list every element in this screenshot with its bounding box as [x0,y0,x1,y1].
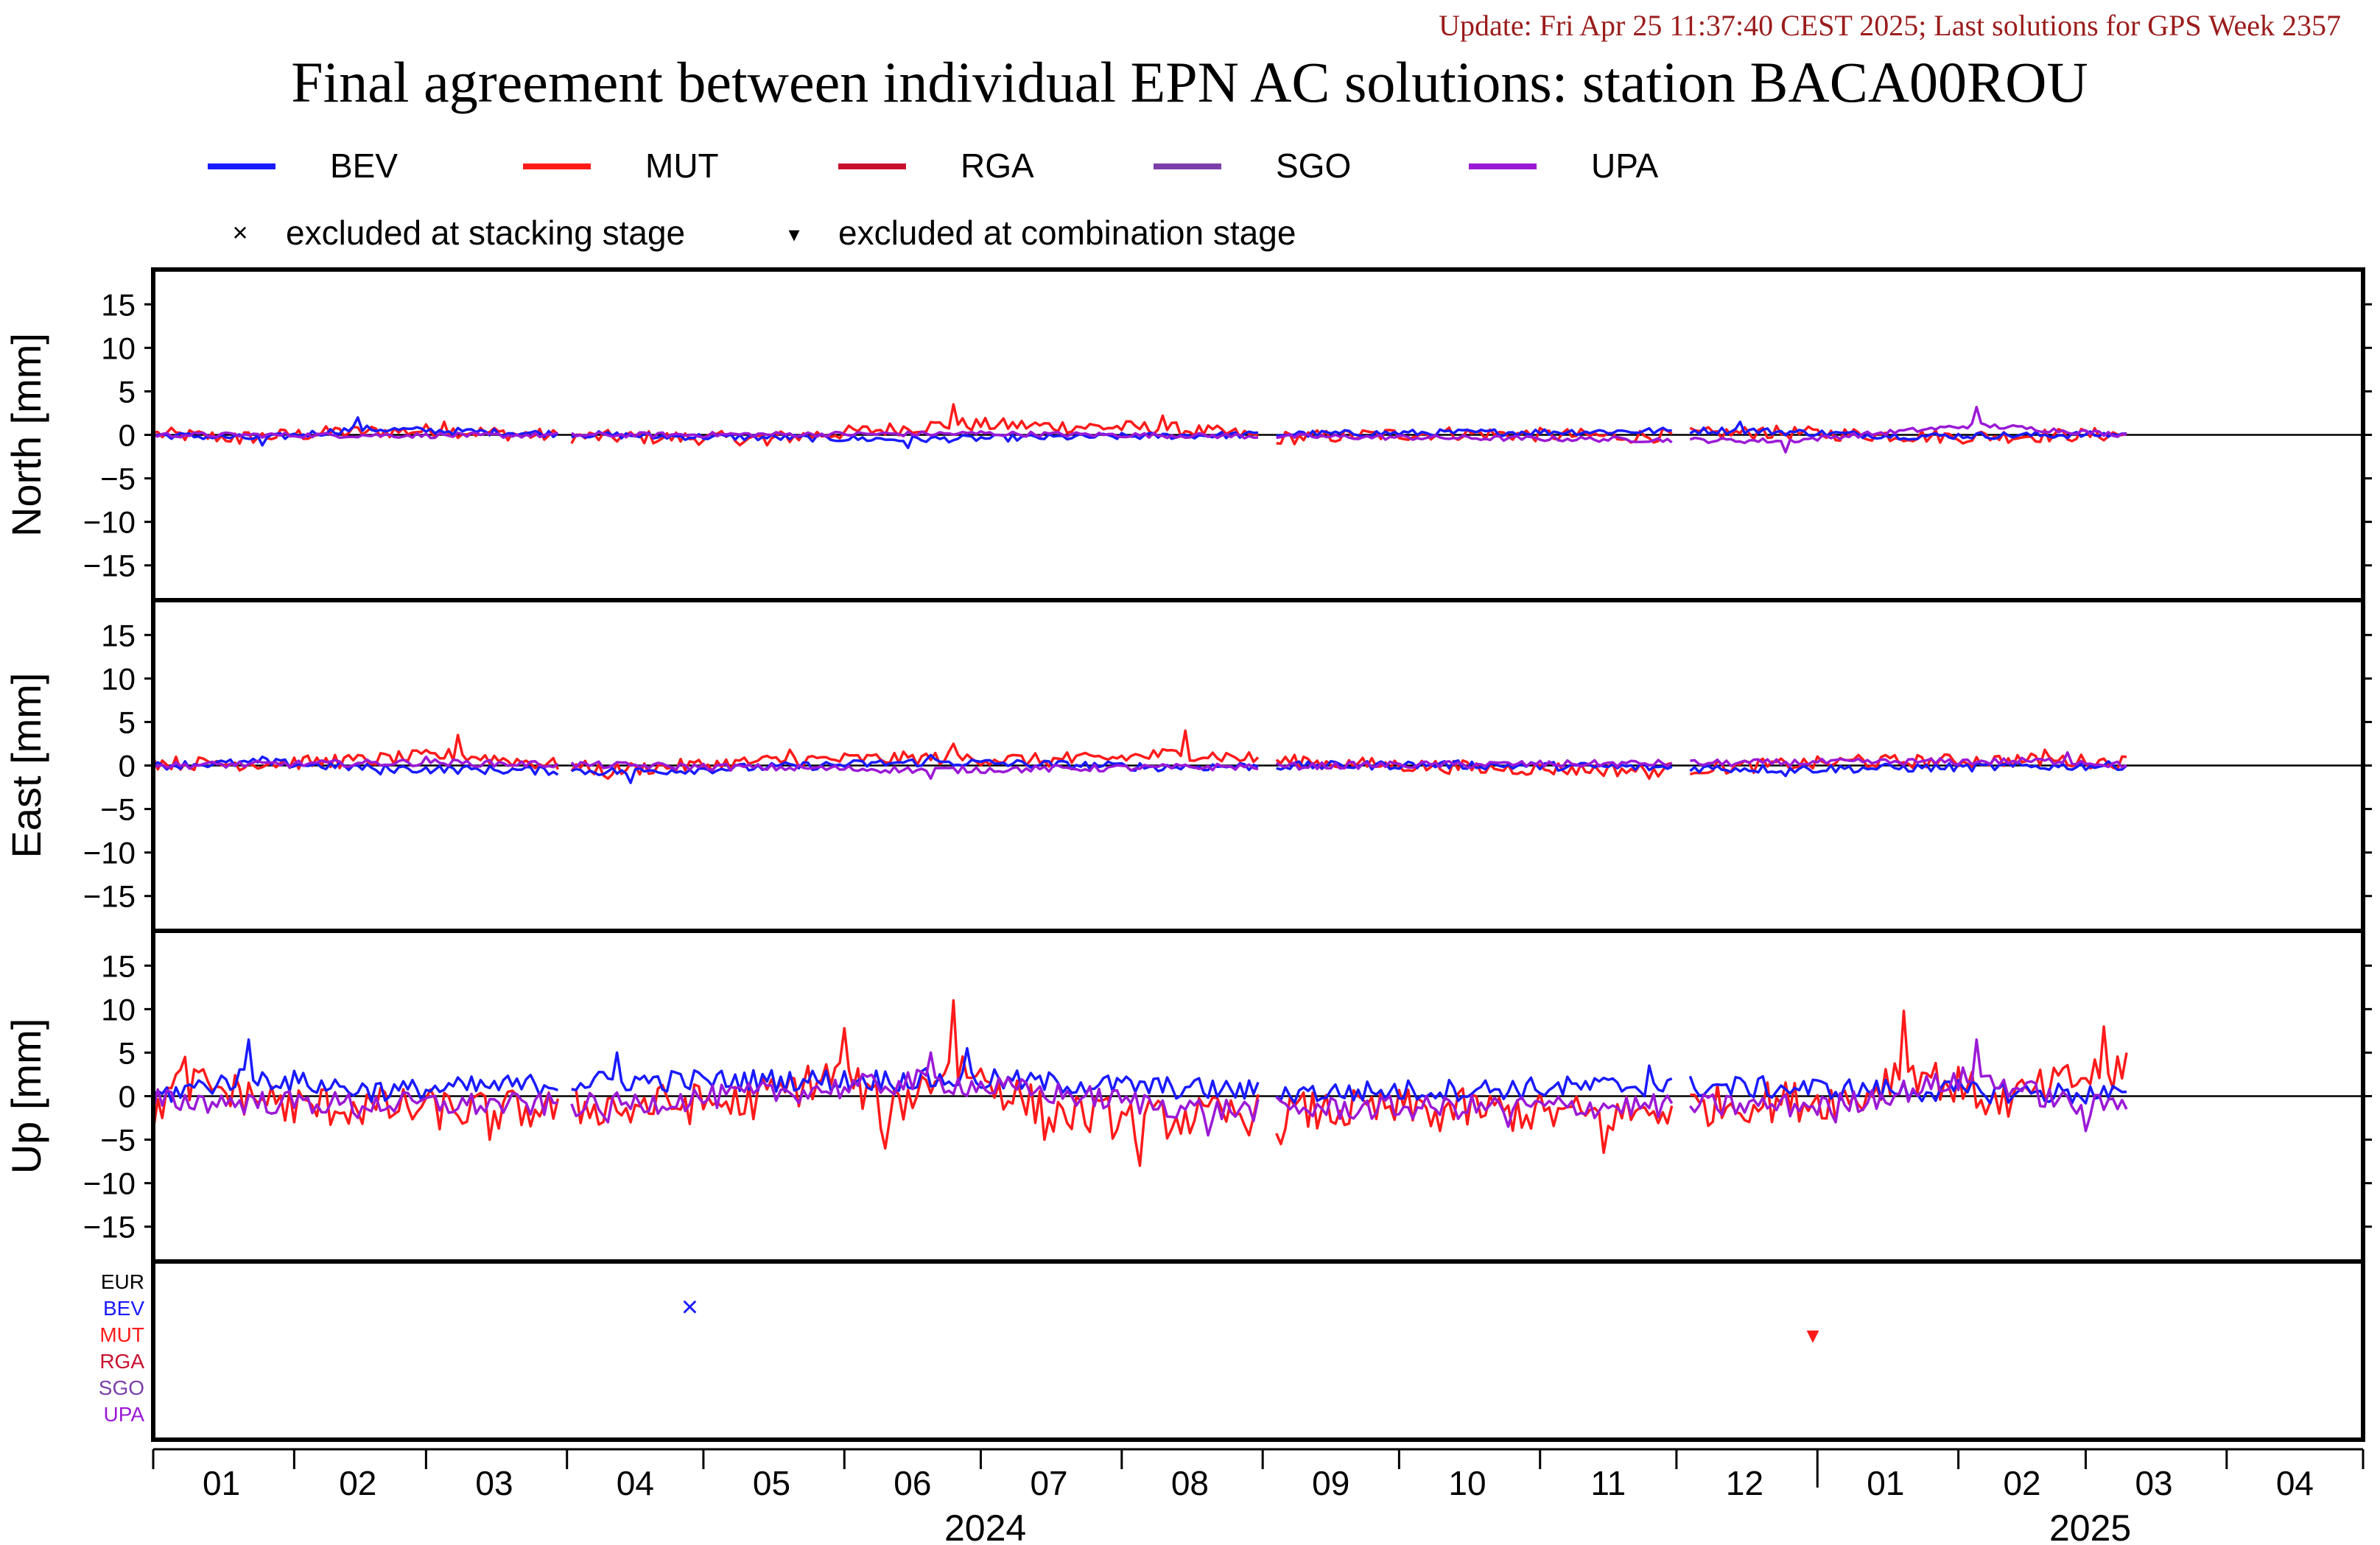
ylabel-east: East [mm] [3,672,49,858]
series-up-upa [152,1038,2128,1137]
legend-triangle-marker: ▾ [788,222,799,247]
xtick-label: 08 [1171,1464,1209,1502]
exclusion-row-label-mut: MUT [99,1323,144,1346]
ytick-label-up: 5 [119,1035,136,1070]
year-label: 2025 [2049,1507,2131,1545]
ytick-label-north: −5 [100,462,136,496]
series-up-bev [152,1038,2127,1105]
exclusion-panel: EUR BEV MUT RGA SGO UPA × ▾ [99,1259,2365,1442]
ytick-label-up: 0 [119,1080,136,1114]
marker-legend: × excluded at stacking stage ▾ excluded at … [232,214,1296,252]
exclusion-row-label-eur: EUR [101,1270,144,1293]
ylabel-up: Up [mm] [3,1018,49,1175]
ytick-label-up: −15 [83,1210,136,1245]
exclusion-row-label-rga: RGA [99,1350,144,1373]
ytick-label-north: 0 [119,418,136,453]
ytick-label-north: −10 [83,505,136,540]
legend-label-bev: BEV [330,147,398,185]
chart-title: Final agreement between individual EPN A… [291,50,2088,114]
exclusion-row-label-sgo: SGO [99,1376,144,1399]
data-panels: North [mm] 15 10 5 0 −5 −10 −15 East [mm] 15 10 5 0 −… [3,267,2372,1264]
ylabel-north: North [mm] [3,333,49,537]
series-east-mut [152,729,2127,780]
series-up-mut [152,999,2128,1167]
xtick-label: 07 [1030,1464,1067,1502]
xtick-label: 01 [203,1464,240,1502]
xtick-label: 02 [2003,1464,2040,1502]
ytick-label-up: 10 [101,992,136,1027]
ytick-label-east: 15 [101,618,136,652]
legend-label-combination: excluded at combination stage [838,214,1296,252]
xtick-label: 09 [1312,1464,1349,1502]
xtick-label: 10 [1448,1464,1486,1502]
series-east-upa [152,751,2127,780]
series-north-mut [152,403,2127,447]
ytick-label-east: 10 [101,661,136,696]
panel-east: East [mm] 15 10 5 0 −5 −10 −15 [3,598,2372,933]
exclusion-mark-stacking: × [681,1291,698,1323]
exclusion-row-label-bev: BEV [103,1297,144,1320]
ytick-label-east: −10 [83,836,136,870]
legend-label-stacking: excluded at stacking stage [286,214,685,252]
exclusion-row-label-upa: UPA [104,1403,145,1426]
xtick-label: 01 [1867,1464,1904,1502]
year-label: 2024 [944,1507,1026,1545]
ytick-label-up: −5 [100,1123,136,1158]
x-axis: 01 02 03 04 05 06 07 08 09 10 11 12 01 02 03 04 2024 2025 [152,1448,2365,1545]
ytick-label-east: 0 [119,749,136,784]
xtick-label: 12 [1726,1464,1763,1502]
series-north-upa [152,405,2127,454]
exclusion-frame [151,1259,2365,1442]
legend-label-mut: MUT [645,147,719,185]
panel-up: Up [mm] 15 10 5 0 −5 −10 −15 [3,929,2372,1264]
xtick-label: 11 [1590,1464,1626,1502]
legend-label-upa: UPA [1591,147,1658,185]
ytick-label-east: 5 [119,705,136,739]
ytick-label-east: −5 [100,792,136,827]
xtick-label: 04 [2276,1464,2314,1502]
exclusion-mark-combination: ▾ [1807,1321,1819,1349]
ytick-label-up: 15 [101,949,136,983]
xtick-label: 02 [339,1464,376,1502]
ytick-label-north: −15 [83,549,136,583]
ytick-label-north: 5 [119,374,136,409]
xtick-label: 03 [475,1464,513,1502]
series-legend: BEV MUT RGA SGO UPA [208,147,1658,185]
update-text: Update: Fri Apr 25 11:37:40 CEST 2025; L… [1439,9,2341,42]
ytick-label-north: 10 [101,331,136,365]
ytick-label-up: −10 [83,1166,136,1201]
legend-label-rga: RGA [961,147,1034,185]
xtick-label: 06 [894,1464,931,1502]
series-north-bev [152,416,2127,449]
ytick-label-north: 15 [101,287,136,322]
legend-cross-marker: × [232,217,248,247]
panel-north: North [mm] 15 10 5 0 −5 −10 −15 [3,267,2372,602]
legend-label-sgo: SGO [1276,147,1351,185]
xtick-label: 03 [2135,1464,2172,1502]
xtick-label: 05 [753,1464,790,1502]
ytick-label-east: −15 [83,879,136,914]
xtick-label: 04 [617,1464,654,1502]
